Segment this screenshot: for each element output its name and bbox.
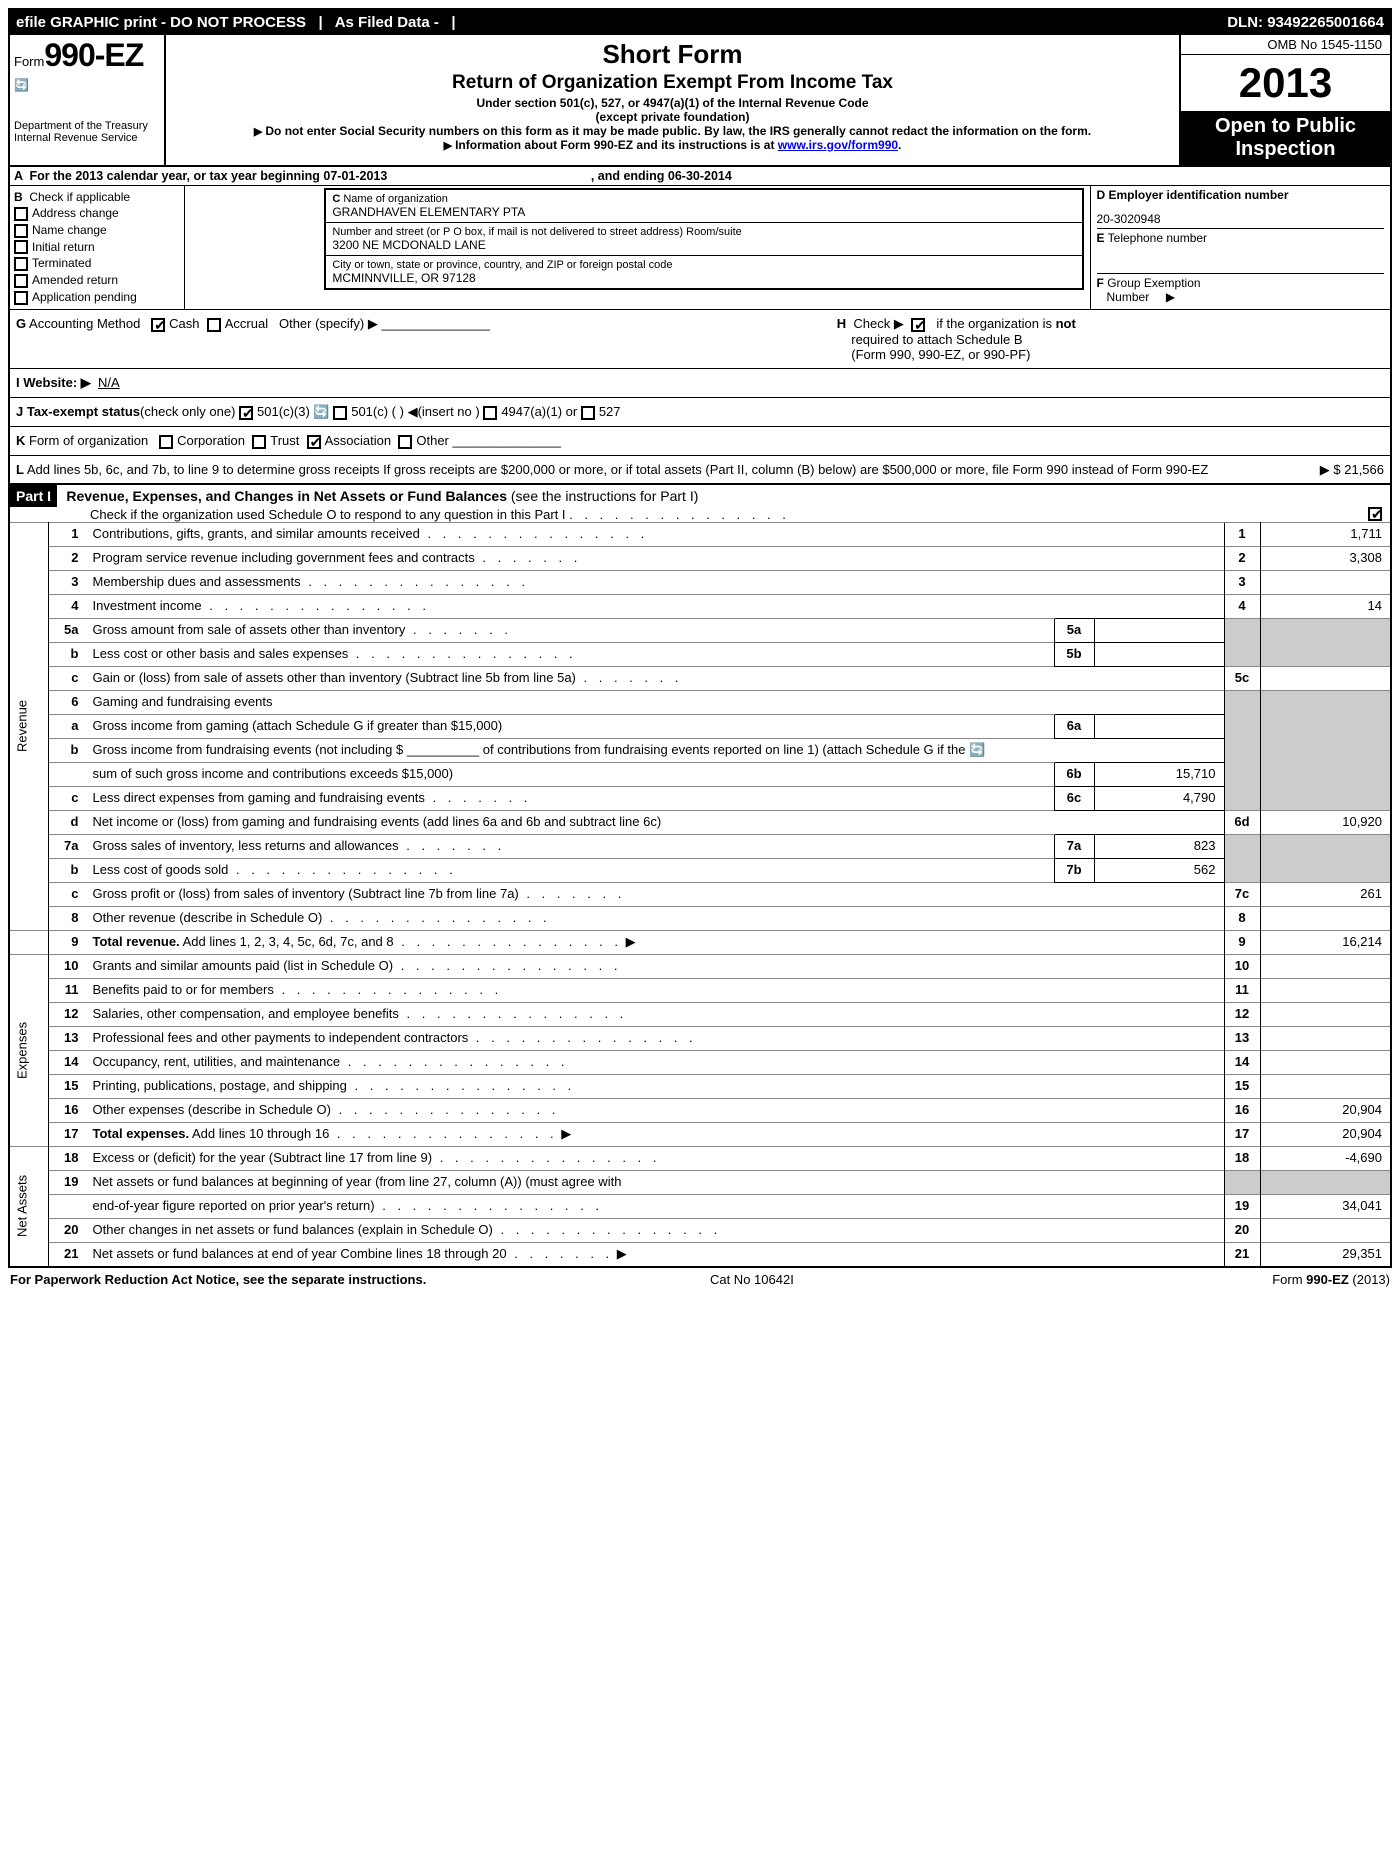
dln: DLN: 93492265001664 <box>1227 14 1384 31</box>
line-l: L Add lines 5b, 6c, and 7b, to line 9 to… <box>10 455 1390 483</box>
efile-bar: efile GRAPHIC print - DO NOT PROCESS | A… <box>10 10 1390 35</box>
line-k: K Form of organization Corporation Trust… <box>10 426 1390 455</box>
tax-year: 2013 <box>1181 55 1390 111</box>
val-16: 20,904 <box>1260 1098 1390 1122</box>
website-value: N/A <box>98 375 120 390</box>
org-info-block: B Check if applicable Address change Nam… <box>10 186 1390 309</box>
val-5c <box>1260 666 1390 690</box>
form-number: 990-EZ <box>44 37 143 73</box>
efile-mid: As Filed Data - <box>335 14 439 31</box>
street: 3200 NE MCDONALD LANE <box>332 238 1075 252</box>
val-7a: 823 <box>1094 834 1224 858</box>
cat-no: Cat No 10642I <box>710 1272 794 1287</box>
cb-4947[interactable] <box>483 406 497 420</box>
val-7c: 261 <box>1260 882 1390 906</box>
ein: 20-3020948 <box>1097 212 1385 226</box>
val-6b: 15,710 <box>1094 762 1224 786</box>
cb-terminated[interactable] <box>14 257 28 271</box>
cb-sched-b[interactable] <box>911 318 925 332</box>
ssn-warning: Do not enter Social Security numbers on … <box>265 124 1091 138</box>
line-gh: G Accounting Method Cash Accrual Other (… <box>10 309 1390 368</box>
cb-sched-o[interactable] <box>1368 507 1382 521</box>
cb-amended[interactable] <box>14 274 28 288</box>
val-18: -4,690 <box>1260 1146 1390 1170</box>
cb-trust[interactable] <box>252 435 266 449</box>
val-21: 29,351 <box>1260 1242 1390 1266</box>
check-applicable: Check if applicable <box>29 190 130 204</box>
except: (except private foundation) <box>174 110 1171 124</box>
val-17: 20,904 <box>1260 1122 1390 1146</box>
tax-year-text: For the 2013 calendar year, or tax year … <box>30 169 388 183</box>
val-7b: 562 <box>1094 858 1224 882</box>
row-a: A For the 2013 calendar year, or tax yea… <box>10 167 1390 186</box>
cb-assoc[interactable] <box>307 435 321 449</box>
cb-cash[interactable] <box>151 318 165 332</box>
cb-corp[interactable] <box>159 435 173 449</box>
line-j: J Tax-exempt status(check only one) 501(… <box>10 397 1390 426</box>
open-public-1: Open to Public <box>1181 115 1390 138</box>
netassets-label: Net Assets <box>10 1146 49 1266</box>
val-8 <box>1260 906 1390 930</box>
block-b: B Check if applicable Address change Nam… <box>10 186 185 309</box>
val-1: 1,711 <box>1260 522 1390 546</box>
cb-app-pending[interactable] <box>14 291 28 305</box>
dept-treasury: Department of the Treasury <box>14 92 160 132</box>
cb-501c[interactable] <box>333 406 347 420</box>
block-d: D Employer identification number 20-3020… <box>1090 186 1390 309</box>
paperwork-notice: For Paperwork Reduction Act Notice, see … <box>10 1272 426 1287</box>
tel-label: Telephone number <box>1108 231 1207 245</box>
form-prefix: Form <box>14 54 44 69</box>
street-label: Number and street (or P O box, if mail i… <box>332 226 1075 238</box>
part1-table: Revenue 1Contributions, gifts, grants, a… <box>10 522 1390 1267</box>
line-i: I Website: ▶ N/A <box>10 368 1390 397</box>
val-6c: 4,790 <box>1094 786 1224 810</box>
name-label: Name of organization <box>343 193 448 205</box>
short-form-title: Short Form <box>174 39 1171 70</box>
irs: Internal Revenue Service <box>14 132 160 144</box>
ein-label: Employer identification number <box>1109 188 1289 202</box>
footer: For Paperwork Reduction Act Notice, see … <box>8 1268 1392 1291</box>
header: Form990-EZ 🔄 Department of the Treasury … <box>10 35 1390 167</box>
city-label: City or town, state or province, country… <box>332 259 1075 271</box>
val-2: 3,308 <box>1260 546 1390 570</box>
val-9: 16,214 <box>1260 930 1390 954</box>
cb-501c3[interactable] <box>239 406 253 420</box>
city: MCMINNVILLE, OR 97128 <box>332 271 1075 285</box>
line-l-text: Add lines 5b, 6c, and 7b, to line 9 to d… <box>27 462 1208 477</box>
block-c: C Name of organization GRANDHAVEN ELEMEN… <box>324 188 1083 290</box>
revenue-label: Revenue <box>10 522 49 930</box>
val-4: 14 <box>1260 594 1390 618</box>
omb-number: OMB No 1545-1150 <box>1181 35 1390 55</box>
grp-label2: Number <box>1107 290 1150 304</box>
cb-initial-return[interactable] <box>14 240 28 254</box>
part1-header: Part I Revenue, Expenses, and Changes in… <box>10 483 1390 522</box>
expenses-label: Expenses <box>10 954 49 1146</box>
info-text: Information about Form 990-EZ and its in… <box>455 138 778 152</box>
under-section: Under section 501(c), 527, or 4947(a)(1)… <box>174 96 1171 110</box>
cb-527[interactable] <box>581 406 595 420</box>
val-6d: 10,920 <box>1260 810 1390 834</box>
irs-link[interactable]: www.irs.gov/form990 <box>778 138 898 152</box>
efile-left: efile GRAPHIC print - DO NOT PROCESS <box>16 14 306 31</box>
tax-year-ending: , and ending 06-30-2014 <box>591 169 732 183</box>
form-990ez: efile GRAPHIC print - DO NOT PROCESS | A… <box>8 8 1392 1268</box>
gross-receipts: $ 21,566 <box>1333 462 1384 477</box>
cb-accrual[interactable] <box>207 318 221 332</box>
return-title: Return of Organization Exempt From Incom… <box>174 72 1171 94</box>
open-public-2: Inspection <box>1181 138 1390 161</box>
cb-other-org[interactable] <box>398 435 412 449</box>
cb-name-change[interactable] <box>14 224 28 238</box>
org-name: GRANDHAVEN ELEMENTARY PTA <box>332 205 1075 219</box>
val-19: 34,041 <box>1260 1194 1390 1218</box>
cb-address-change[interactable] <box>14 207 28 221</box>
grp-label: Group Exemption <box>1107 276 1200 290</box>
val-3 <box>1260 570 1390 594</box>
acct-method-label: Accounting Method <box>29 316 140 331</box>
part1-label: Part I <box>10 485 57 507</box>
